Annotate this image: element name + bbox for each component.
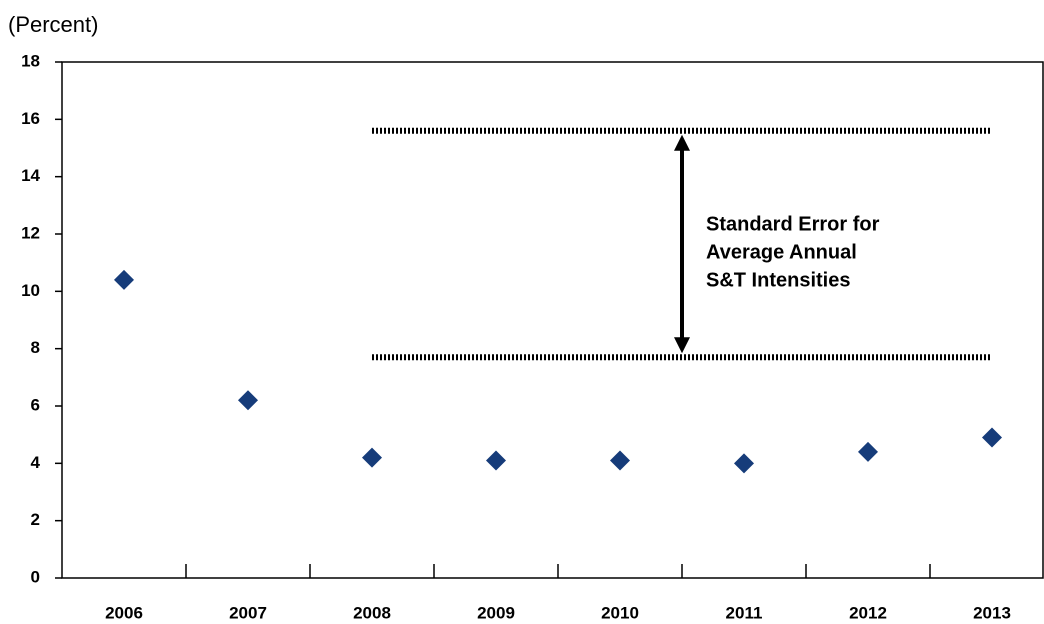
- y-tick-label: 10: [21, 281, 40, 300]
- y-tick-label: 2: [31, 510, 40, 529]
- y-tick-label: 4: [31, 453, 41, 472]
- point: [238, 390, 258, 411]
- arrow-head: [674, 134, 690, 151]
- y-axis-label: (Percent): [8, 12, 98, 37]
- x-tick-label: 2008: [353, 603, 391, 622]
- y-tick-label: 14: [21, 166, 40, 185]
- x-tick-label: 2012: [849, 603, 887, 622]
- annotation: Average Annual: [706, 241, 857, 263]
- point: [982, 427, 1002, 448]
- x-tick-label: 2007: [229, 603, 267, 622]
- x-tick-label: 2006: [105, 603, 143, 622]
- point: [114, 269, 134, 290]
- point: [734, 453, 754, 474]
- annotation: S&T Intensities: [706, 269, 850, 291]
- x-tick-label: 2009: [477, 603, 515, 622]
- x-tick-label: 2010: [601, 603, 639, 622]
- y-tick-label: 6: [31, 395, 40, 414]
- point: [610, 450, 630, 471]
- arrow-head: [674, 337, 690, 354]
- plot-frame: [61, 61, 1044, 579]
- y-tick-label: 16: [21, 109, 40, 128]
- x-tick-label: 2011: [726, 603, 763, 622]
- y-tick-label: 18: [21, 51, 40, 70]
- annotation: Standard Error for: [706, 213, 880, 235]
- y-tick-label: 0: [31, 567, 40, 586]
- point: [486, 450, 506, 471]
- x-tick-label: 2013: [973, 603, 1011, 622]
- y-tick-label: 8: [31, 338, 40, 357]
- y-tick-label: 12: [21, 223, 40, 242]
- point: [362, 447, 382, 468]
- point: [858, 441, 878, 462]
